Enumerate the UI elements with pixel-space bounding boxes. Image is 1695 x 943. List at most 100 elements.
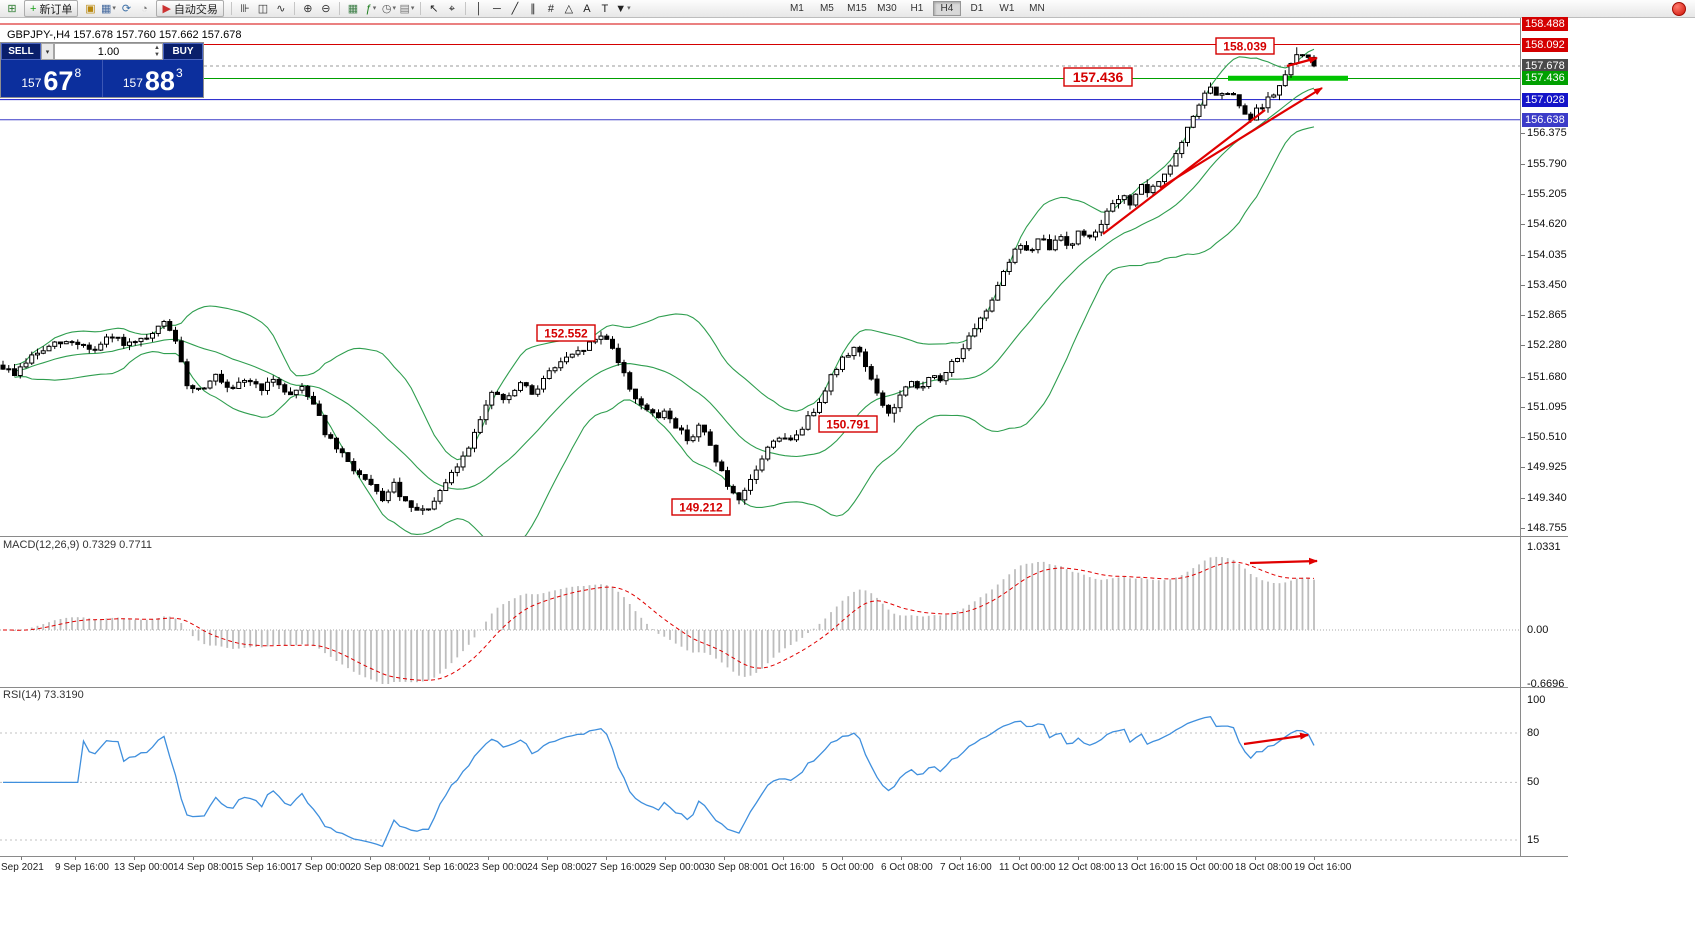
line-chart-icon[interactable]: ∿	[272, 1, 290, 17]
price-line-label: 157.028	[1522, 92, 1568, 107]
channel-icon[interactable]: ∥	[524, 1, 542, 17]
timeframe-m30-button[interactable]: M30	[877, 3, 897, 14]
time-scale-label: 18 Oct 08:00	[1235, 862, 1293, 873]
templates-icon-glyph: ▤	[399, 2, 410, 15]
profiles-icon-glyph: ▦	[100, 2, 112, 15]
volume-decrease-icon[interactable]: ▼	[154, 52, 160, 58]
refresh-icon[interactable]: ⟳	[117, 1, 135, 17]
arrows-icon-glyph: ▼	[615, 2, 627, 15]
chart-area: 158.039 157.436 152.552 150.791 149.212 156.…	[0, 17, 1568, 943]
vertical-line-icon[interactable]: │	[470, 1, 488, 17]
time-scale-tick	[429, 857, 430, 860]
price-scale-label: 100	[1527, 694, 1546, 706]
timeframe-m5-button[interactable]: M5	[819, 3, 834, 14]
play-icon: ▶	[162, 3, 171, 15]
price-line-label: 156.638	[1522, 112, 1568, 127]
time-axis[interactable]: Sep 2021 9 Sep 16:00 13 Sep 00:00 14 Sep 08…	[0, 856, 1568, 878]
timeframe-w1-button[interactable]: W1	[999, 3, 1015, 14]
price-scale-label: 152.280	[1527, 339, 1567, 352]
tile-windows-icon[interactable]: ▦	[344, 1, 362, 17]
horizontal-line-icon[interactable]: ─	[488, 1, 506, 17]
price-scale-label: 149.925	[1527, 461, 1567, 474]
fibonacci-icon-glyph: #	[547, 2, 554, 15]
svg-text:158.039: 158.039	[1223, 39, 1267, 53]
price-scale-label: 156.375	[1527, 127, 1567, 140]
time-scale-tick	[724, 857, 725, 860]
price-axis[interactable]: 156.375 155.790 155.205 154.620 154.035 153.4…	[1520, 17, 1568, 874]
shapes-icon[interactable]: △	[560, 1, 578, 17]
crosshair-icon[interactable]: ⌖	[443, 1, 461, 17]
buy-button[interactable]: BUY	[163, 43, 203, 60]
time-scale-label: 15 Sep 16:00	[232, 862, 292, 873]
volume-spinner: ▲ ▼	[154, 45, 160, 59]
chart-window-icon-glyph: ▣	[85, 2, 96, 15]
alerts-icon-glyph: ◔	[141, 2, 148, 15]
timeframe-d1-button[interactable]: D1	[970, 3, 984, 14]
time-scale-tick	[547, 857, 548, 860]
time-scale-tick	[842, 857, 843, 860]
volume-increase-icon[interactable]: ▲	[154, 45, 160, 51]
timeframe-m1-button[interactable]: M1	[789, 3, 804, 14]
arrows-icon[interactable]: ▼ ▾	[614, 1, 632, 17]
time-scale-label: 15 Oct 00:00	[1176, 862, 1234, 873]
zoom-in-icon[interactable]: ⊕	[299, 1, 317, 17]
time-scale-label: 1 Oct 16:00	[763, 862, 815, 873]
new-order-button-label: 新订单	[39, 3, 73, 16]
fibonacci-icon[interactable]: #	[542, 1, 560, 17]
time-scale-label: 14 Sep 08:00	[173, 862, 233, 873]
text-icon-glyph: A	[583, 2, 591, 15]
rsi-indicator-label: RSI(14) 73.3190	[3, 689, 84, 701]
chart-window-icon[interactable]: ▣	[81, 1, 99, 17]
sell-price[interactable]: 157 67 8	[1, 60, 102, 97]
buy-price[interactable]: 157 88 3	[103, 60, 204, 97]
autotrading-button[interactable]: ▶ 自动交易	[156, 0, 224, 17]
price-scale-tick	[1521, 467, 1525, 469]
profiles-icon[interactable]: ▦ ▾	[99, 1, 117, 17]
trendline-icon[interactable]: ╱	[506, 1, 524, 17]
new-order-button[interactable]: + 新订单	[24, 0, 79, 17]
buy-price-big: 88	[144, 66, 175, 96]
price-scale-tick	[1521, 497, 1525, 499]
price-scale-tick	[1521, 224, 1525, 226]
time-scale-tick	[1196, 857, 1197, 860]
time-scale-label: 13 Oct 16:00	[1117, 862, 1175, 873]
volume-dropdown-button[interactable]: ▾	[41, 43, 54, 60]
bar-chart-icon[interactable]: ⊪	[236, 1, 254, 17]
macd-indicator-label: MACD(12,26,9) 0.7329 0.7711	[3, 539, 152, 551]
time-scale-tick	[488, 857, 489, 860]
label-icon[interactable]: T	[596, 1, 614, 17]
trend-arrow	[1249, 557, 1318, 565]
chart-canvas[interactable]: 158.039 157.436 152.552 150.791 149.212	[0, 18, 1568, 943]
timeframe-mn-button[interactable]: MN	[1029, 3, 1045, 14]
time-scale-label: 13 Sep 00:00	[114, 862, 174, 873]
timeframe-h4-button[interactable]: H4	[932, 1, 961, 16]
time-scale-label: 21 Sep 16:00	[409, 862, 469, 873]
time-scale-tick	[1078, 857, 1079, 860]
trend-arrow	[1159, 87, 1323, 189]
templates-icon[interactable]: ▤ ▾	[398, 1, 416, 17]
candlestick-icon[interactable]: ◫	[254, 1, 272, 17]
cursor-icon[interactable]: ↖	[425, 1, 443, 17]
volume-input[interactable]: 1.00 ▲ ▼	[54, 43, 163, 60]
indicators-icon[interactable]: ƒ ▾	[362, 1, 380, 17]
price-callout: 152.552	[536, 324, 596, 342]
zoom-out-icon[interactable]: ⊖	[317, 1, 335, 17]
alert-icon[interactable]	[1672, 1, 1686, 16]
price-scale-label: 151.680	[1527, 370, 1567, 383]
timeframe-m15-button[interactable]: M15	[847, 3, 867, 14]
sell-button[interactable]: SELL	[1, 43, 41, 60]
refresh-icon-glyph: ⟳	[121, 2, 132, 15]
periods-icon[interactable]: ◷ ▾	[380, 1, 398, 17]
alerts-icon[interactable]: ◔	[135, 1, 153, 17]
timeframe-h1-button[interactable]: H1	[910, 3, 924, 14]
horizontal-line-icon-glyph: ─	[493, 2, 501, 15]
zoom-in-icon-glyph: ⊕	[303, 2, 313, 15]
new-chart-icon[interactable]: ⊞	[3, 1, 21, 17]
text-icon[interactable]: A	[578, 1, 596, 17]
price-callout: 150.791	[818, 415, 878, 433]
time-scale-tick	[75, 857, 76, 860]
bollinger-middle-band	[14, 87, 1315, 490]
time-scale-label: 7 Oct 16:00	[940, 862, 992, 873]
price-scale-label: 0.00	[1527, 624, 1549, 636]
